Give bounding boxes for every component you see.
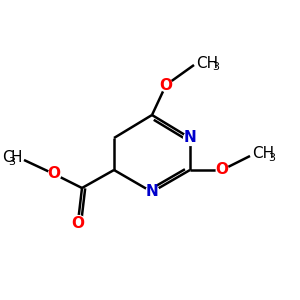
Text: 3: 3 bbox=[268, 153, 275, 163]
Text: O: O bbox=[47, 167, 61, 182]
Text: 3: 3 bbox=[8, 157, 15, 167]
Text: O: O bbox=[215, 163, 229, 178]
Text: H: H bbox=[11, 151, 22, 166]
Text: 3: 3 bbox=[212, 62, 219, 72]
Text: CH: CH bbox=[196, 56, 218, 70]
Text: O: O bbox=[71, 215, 85, 230]
Text: N: N bbox=[184, 130, 196, 146]
Text: CH: CH bbox=[252, 146, 274, 161]
Text: C: C bbox=[2, 151, 13, 166]
Text: N: N bbox=[146, 184, 158, 200]
Text: O: O bbox=[160, 77, 172, 92]
